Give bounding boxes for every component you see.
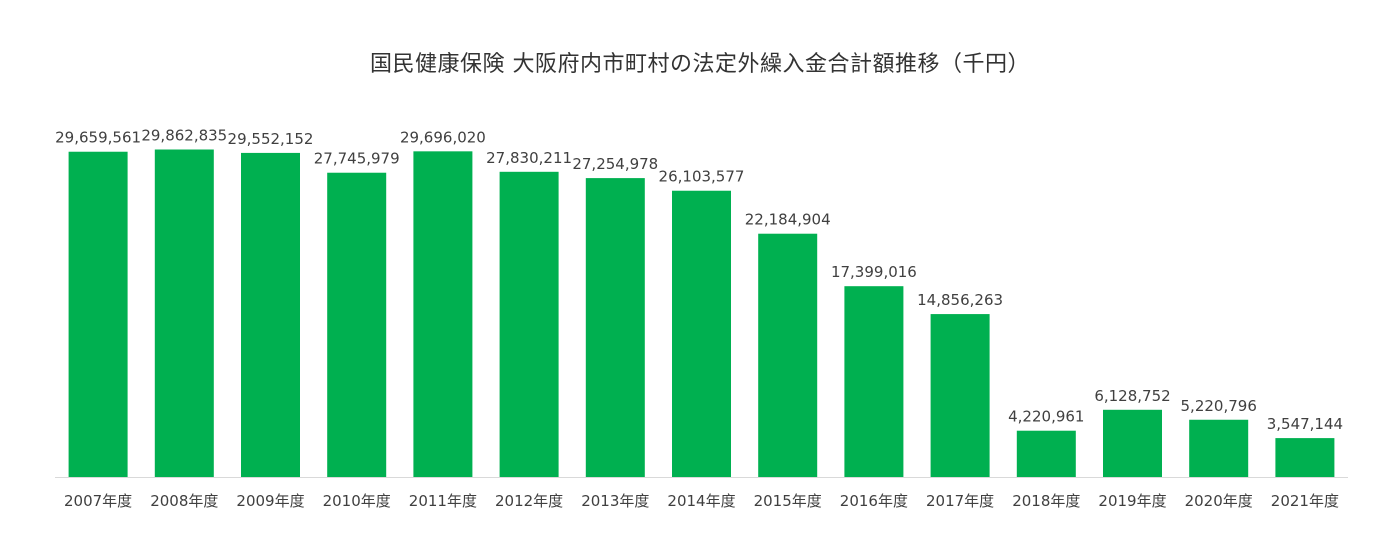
x-tick-label: 2015年度 <box>754 492 822 510</box>
bar-2020年度 <box>1189 419 1249 477</box>
data-label: 17,399,016 <box>831 263 917 281</box>
data-label: 4,220,961 <box>1008 408 1084 426</box>
bar-2018年度 <box>1016 430 1076 477</box>
bar-2014年度 <box>672 190 731 478</box>
data-label: 29,862,835 <box>141 127 227 145</box>
bar-2008年度 <box>154 149 214 477</box>
bar-2010年度 <box>327 172 387 477</box>
bar-2017年度 <box>930 314 990 477</box>
data-label: 6,128,752 <box>1094 387 1170 405</box>
bar-2019年度 <box>1103 409 1162 477</box>
data-label: 14,856,263 <box>917 291 1003 309</box>
x-tick-label: 2007年度 <box>64 492 132 510</box>
x-tick-label: 2018年度 <box>1012 492 1080 510</box>
data-label: 27,830,211 <box>486 149 572 167</box>
x-tick-label: 2013年度 <box>581 492 649 510</box>
bar-2009年度 <box>241 152 300 477</box>
data-label: 27,745,979 <box>314 150 400 168</box>
x-tick-label: 2021年度 <box>1271 492 1339 510</box>
x-tick-label: 2011年度 <box>409 492 477 510</box>
x-tick-label: 2008年度 <box>150 492 218 510</box>
bar-2015年度 <box>758 233 818 477</box>
x-tick-label: 2020年度 <box>1185 492 1253 510</box>
data-label: 29,659,561 <box>55 129 141 147</box>
data-label: 3,547,144 <box>1267 415 1343 433</box>
bar-2012年度 <box>499 171 559 478</box>
bar-2007年度 <box>68 151 128 478</box>
x-tick-label: 2009年度 <box>236 492 304 510</box>
data-label: 22,184,904 <box>745 211 831 229</box>
data-label: 29,696,020 <box>400 128 486 146</box>
bars-layer <box>68 149 1335 478</box>
data-label: 5,220,796 <box>1181 397 1257 415</box>
bar-2011年度 <box>413 151 473 477</box>
x-tick-label: 2014年度 <box>667 492 735 510</box>
value-labels-layer: 29,659,561 29,862,835 29,552,15227,745,979… <box>55 127 1343 434</box>
data-label: 27,254,978 <box>572 155 658 173</box>
data-label: 26,103,577 <box>659 168 745 186</box>
x-tick-label: 2010年度 <box>323 492 391 510</box>
x-tick-label: 2016年度 <box>840 492 908 510</box>
x-tick-label: 2019年度 <box>1098 492 1166 510</box>
bar-2013年度 <box>585 178 645 477</box>
x-tick-label: 2017年度 <box>926 492 994 510</box>
bar-2021年度 <box>1275 438 1335 477</box>
x-tick-labels-layer: 2007年度 2008年度 2009年度 2010年度 2011年度 2012年度 2013… <box>64 492 1339 510</box>
chart-title: 国民健康保険 大阪府内市町村の法定外繰入金合計額推移（千円） <box>370 52 1030 77</box>
data-label: 29,552,152 <box>228 130 314 148</box>
x-tick-label: 2012年度 <box>495 492 563 510</box>
bar-2016年度 <box>844 286 904 477</box>
